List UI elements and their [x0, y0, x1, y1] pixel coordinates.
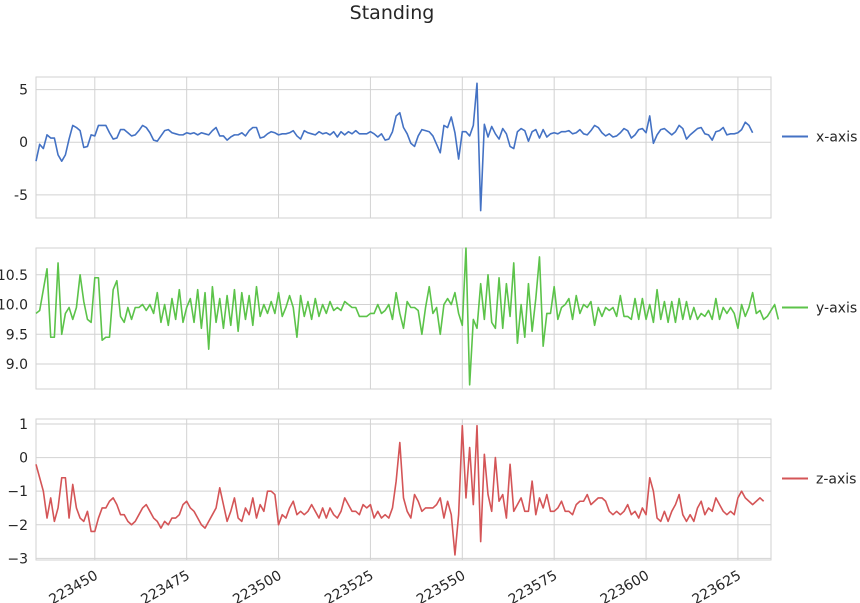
panel-2-ytick-label-1: 10.0	[0, 298, 28, 314]
panel-3-ytick-label-4: −3	[7, 551, 28, 567]
x-tick-label-5: 223575	[506, 568, 560, 603]
panel-1-ytick-label-0: 5	[19, 83, 28, 99]
panel-3-legend-label: z-axis	[816, 472, 856, 488]
x-tick-label-2: 223500	[230, 568, 284, 603]
panel-2-legend-label: y-axis	[816, 301, 857, 317]
x-tick-label-4: 223550	[414, 568, 468, 603]
panel-3-ytick-label-3: −2	[7, 518, 28, 534]
panel-2-series-line	[35, 247, 780, 386]
panel-1-frame	[35, 76, 772, 219]
panel-2-background	[36, 248, 771, 389]
x-tick-label-6: 223600	[598, 568, 652, 603]
panel-1-legend-label: x-axis	[816, 130, 857, 146]
panel-2-ytick-label-0: 10.5	[0, 268, 28, 284]
panel-3-series-line	[35, 424, 765, 556]
x-tick-label-0: 223450	[47, 568, 101, 603]
panel-1-series-line	[35, 82, 754, 212]
x-tick-label-1: 223475	[138, 568, 192, 603]
chart-title: Standing	[349, 2, 435, 24]
panel-3-ytick-label-2: −1	[7, 484, 28, 500]
x-tick-label-3: 223525	[322, 568, 376, 603]
x-tick-label-7: 223625	[690, 568, 744, 603]
panel-3-ytick-label-1: 0	[19, 451, 28, 467]
panel-2-ytick-label-3: 9.0	[6, 357, 28, 373]
panel-1-ytick-label-2: -5	[14, 188, 28, 204]
panel-3-ytick-label-0: 1	[19, 417, 28, 433]
panel-1-ytick-label-1: 0	[19, 135, 28, 151]
panel-2-frame	[35, 247, 772, 390]
panel-3-frame	[35, 418, 772, 561]
panel-1-background	[36, 77, 771, 218]
panel-2-ytick-label-2: 9.5	[6, 327, 28, 343]
